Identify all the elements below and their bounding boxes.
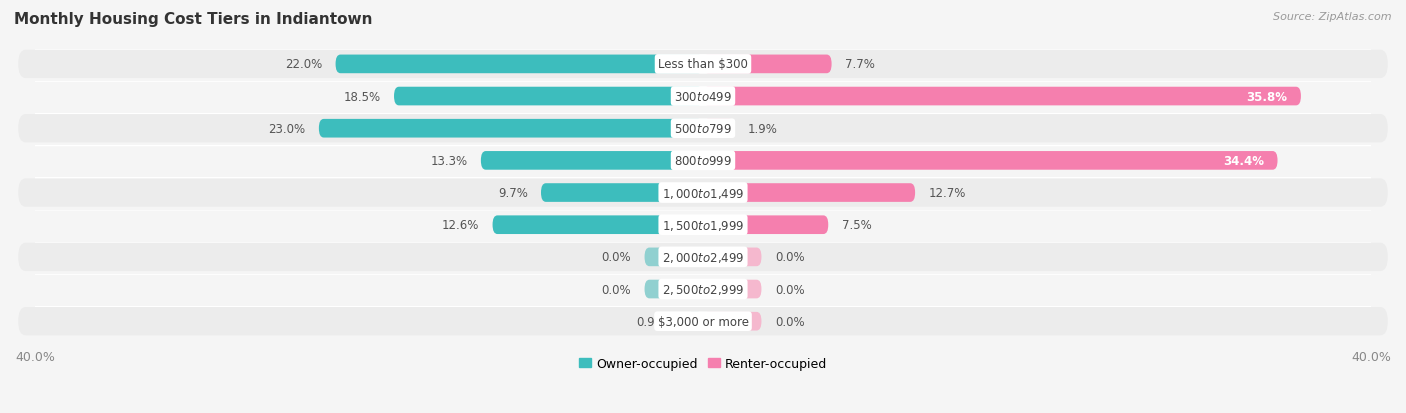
Text: 0.0%: 0.0% — [602, 283, 631, 296]
Text: $800 to $999: $800 to $999 — [673, 154, 733, 168]
FancyBboxPatch shape — [703, 184, 915, 202]
FancyBboxPatch shape — [18, 211, 1388, 239]
FancyBboxPatch shape — [703, 280, 762, 299]
Text: 0.0%: 0.0% — [775, 251, 804, 264]
FancyBboxPatch shape — [703, 120, 735, 138]
FancyBboxPatch shape — [18, 275, 1388, 304]
Text: 13.3%: 13.3% — [430, 154, 468, 168]
Text: 22.0%: 22.0% — [285, 58, 322, 71]
Text: 7.5%: 7.5% — [842, 218, 872, 232]
Text: 23.0%: 23.0% — [269, 122, 305, 135]
FancyBboxPatch shape — [18, 243, 1388, 271]
FancyBboxPatch shape — [394, 88, 703, 106]
FancyBboxPatch shape — [703, 312, 762, 331]
FancyBboxPatch shape — [703, 248, 762, 266]
FancyBboxPatch shape — [18, 115, 1388, 143]
Text: 12.6%: 12.6% — [441, 218, 479, 232]
FancyBboxPatch shape — [319, 120, 703, 138]
Text: 1.9%: 1.9% — [748, 122, 778, 135]
FancyBboxPatch shape — [703, 55, 831, 74]
FancyBboxPatch shape — [492, 216, 703, 235]
Text: 0.0%: 0.0% — [602, 251, 631, 264]
Text: 35.8%: 35.8% — [1247, 90, 1288, 103]
FancyBboxPatch shape — [18, 307, 1388, 335]
Text: Monthly Housing Cost Tiers in Indiantown: Monthly Housing Cost Tiers in Indiantown — [14, 12, 373, 27]
Text: $1,500 to $1,999: $1,500 to $1,999 — [662, 218, 744, 232]
Text: 0.98%: 0.98% — [636, 315, 673, 328]
FancyBboxPatch shape — [644, 280, 703, 299]
Text: $1,000 to $1,499: $1,000 to $1,499 — [662, 186, 744, 200]
Text: 12.7%: 12.7% — [928, 187, 966, 199]
Text: 7.7%: 7.7% — [845, 58, 875, 71]
FancyBboxPatch shape — [18, 83, 1388, 111]
Text: 9.7%: 9.7% — [498, 187, 527, 199]
Text: 0.0%: 0.0% — [775, 315, 804, 328]
Text: $300 to $499: $300 to $499 — [673, 90, 733, 103]
FancyBboxPatch shape — [336, 55, 703, 74]
FancyBboxPatch shape — [18, 51, 1388, 79]
Text: Less than $300: Less than $300 — [658, 58, 748, 71]
FancyBboxPatch shape — [18, 147, 1388, 175]
Text: 0.0%: 0.0% — [775, 283, 804, 296]
Text: $2,500 to $2,999: $2,500 to $2,999 — [662, 282, 744, 296]
FancyBboxPatch shape — [686, 312, 703, 331]
Text: 34.4%: 34.4% — [1223, 154, 1264, 168]
FancyBboxPatch shape — [18, 179, 1388, 207]
Text: $3,000 or more: $3,000 or more — [658, 315, 748, 328]
Text: $500 to $799: $500 to $799 — [673, 122, 733, 135]
FancyBboxPatch shape — [644, 248, 703, 266]
FancyBboxPatch shape — [703, 152, 1278, 170]
Legend: Owner-occupied, Renter-occupied: Owner-occupied, Renter-occupied — [574, 352, 832, 375]
FancyBboxPatch shape — [481, 152, 703, 170]
FancyBboxPatch shape — [703, 216, 828, 235]
FancyBboxPatch shape — [541, 184, 703, 202]
Text: Source: ZipAtlas.com: Source: ZipAtlas.com — [1274, 12, 1392, 22]
FancyBboxPatch shape — [703, 88, 1301, 106]
Text: $2,000 to $2,499: $2,000 to $2,499 — [662, 250, 744, 264]
Text: 18.5%: 18.5% — [343, 90, 381, 103]
